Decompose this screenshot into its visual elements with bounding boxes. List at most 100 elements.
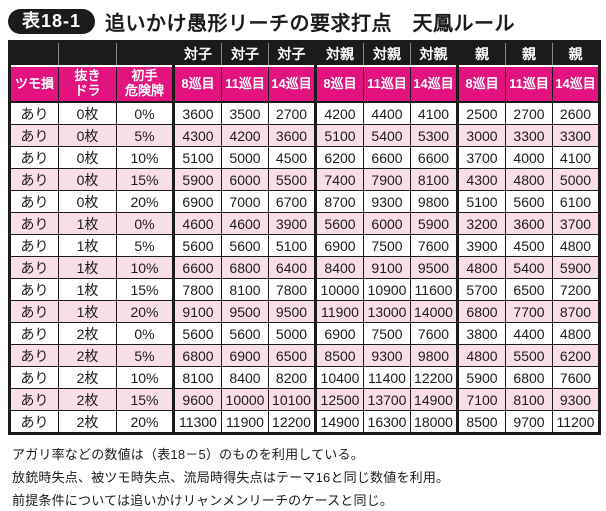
value-cell: 3600 bbox=[172, 101, 222, 125]
value-cell: 7400 bbox=[314, 168, 364, 191]
turn-header-cell: 11巡目 bbox=[221, 66, 269, 103]
nuki-dora-cell: 0枚 bbox=[58, 124, 117, 147]
value-cell: 6900 bbox=[172, 190, 222, 213]
value-cell: 8500 bbox=[456, 410, 506, 434]
value-cell: 6100 bbox=[552, 190, 600, 213]
risk-cell: 0% bbox=[116, 212, 174, 235]
value-cell: 5400 bbox=[363, 124, 411, 147]
tsumo-loss-cell: あり bbox=[9, 234, 59, 257]
value-cell: 8100 bbox=[505, 388, 553, 411]
value-cell: 5100 bbox=[172, 146, 222, 169]
value-cell: 8100 bbox=[172, 366, 222, 389]
value-cell: 6400 bbox=[268, 256, 316, 279]
value-cell: 5900 bbox=[552, 256, 600, 279]
value-cell: 5500 bbox=[505, 344, 553, 367]
risk-cell: 5% bbox=[116, 124, 174, 147]
value-cell: 6900 bbox=[221, 344, 269, 367]
value-cell: 3500 bbox=[221, 101, 269, 125]
value-cell: 9300 bbox=[363, 344, 411, 367]
group-header-cell: 親 bbox=[552, 41, 600, 67]
value-cell: 3600 bbox=[268, 124, 316, 147]
corner-header-cell: 初手 危険牌 bbox=[116, 66, 174, 103]
value-cell: 9500 bbox=[221, 300, 269, 323]
footnotes: アガリ率などの数値は（表18－5）のものを利用している。 放銃時失点、被ツモ時失… bbox=[12, 446, 606, 511]
value-cell: 6200 bbox=[314, 146, 364, 169]
turn-header-cell: 14巡目 bbox=[410, 66, 458, 103]
table-row: あり 2枚 10% 8100 8400 8200 10400 11400 12200 5900 68… bbox=[9, 366, 600, 389]
title-bar: 表18-1 追いかけ愚形リーチの要求打点 天鳳ルール bbox=[0, 0, 606, 40]
group-header-cell: 親 bbox=[505, 41, 553, 67]
value-cell: 5900 bbox=[456, 366, 506, 389]
table-row: あり 2枚 5% 6800 6900 6500 8500 9300 9800 4800 5500 62… bbox=[9, 344, 600, 367]
nuki-dora-cell: 2枚 bbox=[58, 388, 117, 411]
value-cell: 6600 bbox=[363, 146, 411, 169]
value-cell: 5600 bbox=[221, 322, 269, 345]
risk-cell: 5% bbox=[116, 234, 174, 257]
nuki-dora-cell: 1枚 bbox=[58, 256, 117, 279]
value-cell: 12500 bbox=[314, 388, 364, 411]
value-cell: 12200 bbox=[268, 410, 316, 434]
value-cell: 2600 bbox=[552, 101, 600, 125]
risk-cell: 0% bbox=[116, 101, 174, 125]
group-header-cell: 対親 bbox=[363, 41, 411, 67]
value-cell: 13000 bbox=[363, 300, 411, 323]
risk-cell: 10% bbox=[116, 366, 174, 389]
value-cell: 4400 bbox=[505, 322, 553, 345]
turn-header-cell: 14巡目 bbox=[552, 66, 600, 103]
value-cell: 3300 bbox=[552, 124, 600, 147]
value-cell: 7800 bbox=[268, 278, 316, 301]
group-header-row: 対子 対子 対子 対親 対親 対親親親親 bbox=[9, 41, 600, 67]
risk-cell: 20% bbox=[116, 300, 174, 323]
value-cell: 14900 bbox=[314, 410, 364, 434]
tsumo-loss-cell: あり bbox=[9, 256, 59, 279]
value-cell: 16300 bbox=[363, 410, 411, 434]
value-cell: 4400 bbox=[363, 101, 411, 125]
value-cell: 7500 bbox=[363, 234, 411, 257]
value-cell: 6700 bbox=[268, 190, 316, 213]
value-cell: 11400 bbox=[363, 366, 411, 389]
value-cell: 7900 bbox=[363, 168, 411, 191]
value-cell: 5600 bbox=[314, 212, 364, 235]
table-row: あり 1枚 15% 7800 8100 7800 10000 10900 11600 5700 65… bbox=[9, 278, 600, 301]
table-row: あり 2枚 15% 9600 10000 10100 12500 13700 14900 7100… bbox=[9, 388, 600, 411]
value-cell: 7600 bbox=[552, 366, 600, 389]
turn-header-cell: 8巡目 bbox=[456, 66, 506, 103]
table-row: あり 0枚 5% 4300 4200 3600 5100 5400 5300 3000 3300 33… bbox=[9, 124, 600, 147]
value-cell: 6900 bbox=[314, 234, 364, 257]
tsumo-loss-cell: あり bbox=[9, 124, 59, 147]
value-cell: 5100 bbox=[314, 124, 364, 147]
value-cell: 9300 bbox=[552, 388, 600, 411]
value-cell: 6600 bbox=[172, 256, 222, 279]
value-cell: 8700 bbox=[552, 300, 600, 323]
value-cell: 5500 bbox=[268, 168, 316, 191]
value-cell: 6600 bbox=[410, 146, 458, 169]
value-cell: 5000 bbox=[221, 146, 269, 169]
corner-header-cell: 抜き ドラ bbox=[58, 66, 117, 103]
value-cell: 4800 bbox=[456, 344, 506, 367]
corner-blank-cell bbox=[116, 41, 174, 67]
turn-header-row: ツモ損 抜き ドラ 初手 危険牌 8巡目 11巡目 14巡目 8巡目 11巡目 14巡目 8巡目 1… bbox=[8, 66, 600, 103]
group-header-cell: 対親 bbox=[314, 41, 364, 67]
value-cell: 5000 bbox=[552, 168, 600, 191]
value-cell: 8400 bbox=[314, 256, 364, 279]
turn-header-cell: 8巡目 bbox=[172, 66, 222, 103]
value-cell: 9500 bbox=[410, 256, 458, 279]
value-cell: 18000 bbox=[410, 410, 458, 434]
value-cell: 7200 bbox=[552, 278, 600, 301]
value-cell: 5700 bbox=[456, 278, 506, 301]
value-cell: 6200 bbox=[552, 344, 600, 367]
turn-header-cell: 14巡目 bbox=[268, 66, 316, 103]
tsumo-loss-cell: あり bbox=[9, 101, 59, 125]
value-cell: 5100 bbox=[456, 190, 506, 213]
nuki-dora-cell: 2枚 bbox=[58, 344, 117, 367]
value-cell: 2700 bbox=[268, 101, 316, 125]
turn-header-cell: 11巡目 bbox=[505, 66, 553, 103]
value-cell: 5600 bbox=[505, 190, 553, 213]
value-cell: 5600 bbox=[172, 234, 222, 257]
value-cell: 4100 bbox=[410, 101, 458, 125]
value-cell: 3700 bbox=[456, 146, 506, 169]
group-header-cell: 対子 bbox=[221, 41, 269, 67]
value-cell: 4100 bbox=[552, 146, 600, 169]
value-cell: 14000 bbox=[410, 300, 458, 323]
value-cell: 6800 bbox=[505, 366, 553, 389]
